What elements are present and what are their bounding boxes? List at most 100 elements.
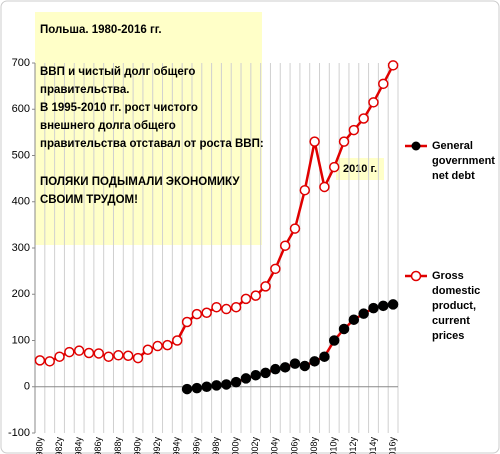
x-tick-label: 2010y <box>329 437 339 454</box>
point <box>358 113 369 124</box>
point <box>299 360 311 372</box>
x-tick-label: 1982y <box>54 437 64 454</box>
point <box>309 136 320 147</box>
annotation-line: СВОИМ ТРУДОМ! <box>40 194 138 206</box>
point <box>211 380 222 391</box>
y-tick-label: 400 <box>12 196 30 208</box>
annotation-line: Польша. 1980-2016 гг. <box>40 24 162 36</box>
callout-box <box>336 158 384 180</box>
x-tick-label: 1996y <box>191 437 201 454</box>
point <box>211 301 222 313</box>
point <box>250 290 261 301</box>
y-tick-label: -100 <box>8 427 30 439</box>
point <box>279 362 291 373</box>
point <box>328 161 340 173</box>
point <box>319 351 330 362</box>
x-tick-label: 2016y <box>387 437 397 454</box>
point <box>34 355 46 366</box>
point <box>181 316 193 328</box>
point <box>368 97 379 108</box>
x-tick-label: 2004y <box>270 437 280 454</box>
point <box>132 352 144 364</box>
x-tick-label: 1998y <box>211 437 221 454</box>
point <box>387 60 399 71</box>
annotation-box <box>35 12 262 245</box>
point <box>142 344 154 355</box>
point <box>240 293 252 305</box>
point <box>348 124 360 136</box>
point <box>73 345 85 356</box>
point <box>230 376 242 388</box>
point <box>152 340 163 352</box>
point <box>319 181 330 193</box>
y-tick-label: 200 <box>12 288 30 300</box>
point <box>250 369 261 381</box>
point <box>64 346 75 358</box>
point <box>378 78 389 90</box>
annotation-line: правительства. <box>40 84 129 96</box>
annotation-line: ПОЛЯКИ ПОДЫМАЛИ ЭКОНОМИКУ <box>40 176 240 188</box>
x-tick-label: 2014y <box>368 437 378 454</box>
point <box>191 382 203 394</box>
legend-label: Gross domestic product, current prices <box>432 270 481 342</box>
point <box>122 350 134 362</box>
annotation-line: В 1995-2010 гг. рост чистого <box>40 102 198 114</box>
point <box>181 383 193 395</box>
annotation-line: ВВП и чистый долг общего <box>40 66 195 78</box>
point <box>230 301 242 313</box>
point <box>191 308 203 320</box>
point <box>309 356 320 367</box>
x-tick-label: 2002y <box>250 437 260 454</box>
annotation-line: внешнего долга общего <box>40 120 176 132</box>
callout: 2010 г. <box>343 163 377 175</box>
annotation-line: правительства отставал от роста ВВП: <box>40 138 264 150</box>
point <box>289 223 301 234</box>
point <box>201 307 212 318</box>
point <box>378 300 389 312</box>
legend-marker <box>411 141 421 151</box>
x-tick-label: 1994y <box>172 437 182 454</box>
point <box>93 348 105 359</box>
point <box>172 335 183 346</box>
point <box>54 351 65 362</box>
y-tick-label: 500 <box>12 149 30 161</box>
point <box>240 373 252 384</box>
point <box>387 299 399 310</box>
x-tick-label: 2012y <box>348 437 358 454</box>
point <box>103 351 114 362</box>
point <box>289 358 301 369</box>
point <box>113 350 124 361</box>
point <box>162 339 173 351</box>
x-tick-label: 2008y <box>309 437 319 454</box>
x-tick-label: 1990y <box>132 437 142 454</box>
x-tick-label: 1986y <box>93 437 103 454</box>
point <box>368 302 379 314</box>
point <box>270 363 281 375</box>
point <box>328 335 340 346</box>
point <box>270 263 281 275</box>
point <box>358 308 369 319</box>
point <box>260 281 271 292</box>
y-tick-label: 600 <box>12 103 30 115</box>
x-tick-label: 2000y <box>230 437 240 454</box>
legend-marker <box>410 270 422 282</box>
y-tick-label: 0 <box>24 381 30 393</box>
x-tick-label: 2006y <box>289 437 299 454</box>
point <box>338 323 350 335</box>
y-tick-label: 300 <box>12 242 30 254</box>
point <box>44 356 55 367</box>
x-tick-label: 1988y <box>113 437 123 454</box>
legend-label: General government net debt <box>432 140 495 182</box>
y-tick-label: 700 <box>12 57 30 69</box>
point <box>348 314 360 325</box>
point <box>279 240 291 251</box>
point <box>83 347 95 359</box>
point <box>299 184 311 196</box>
point <box>260 367 271 379</box>
point <box>201 381 212 392</box>
x-tick-label: 1980y <box>34 437 44 454</box>
point <box>221 303 232 315</box>
x-tick-label: 1984y <box>74 437 84 454</box>
